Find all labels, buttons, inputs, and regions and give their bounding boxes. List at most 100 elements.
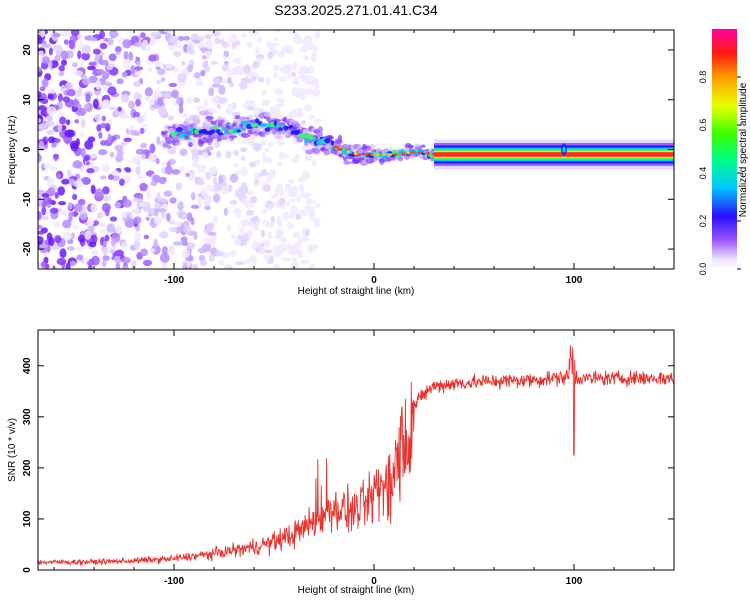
spectrogram-noise-blob [305,155,312,161]
spectrogram-noise-blob [286,201,291,207]
spectrogram-noise-blob [304,80,314,86]
spectrogram-noise-blob [149,247,156,254]
spectrogram-noise-blob [99,42,108,50]
spectrogram-signal-halo [420,144,426,148]
spectrogram-noise-blob [249,217,258,222]
spectrogram-signal-core [175,130,179,136]
spectrogram-noise-blob [195,180,206,186]
spectrogram-noise-blob [140,42,147,51]
spectrogram-signal-halo [207,139,213,146]
spectrogram-noise-blob [101,260,107,268]
spectrogram-noise-blob [132,111,141,118]
spectrogram-noise-blob [123,51,129,60]
spectrogram-noise-blob [257,76,265,83]
spectrogram-noise-blob [163,30,174,33]
spectrogram-noise-blob [314,203,321,209]
spectrogram-noise-blob [99,30,105,40]
spectrogram-noise-blob [290,204,298,215]
spectrogram-marks [38,30,674,269]
spectrogram-noise-blob [183,35,191,41]
colorbar-tick-label: 0.0 [698,263,708,276]
spectrogram-noise-blob [83,103,90,110]
spectrogram-noise-blob [277,97,283,104]
spectrogram-noise-blob [64,82,71,90]
spectrogram-noise-blob [275,140,285,146]
spectrogram-noise-blob [139,127,145,135]
spectrogram-noise-blob [231,42,236,50]
spectrogram-noise-blob [235,261,245,266]
spectrogram-noise-blob [99,59,109,66]
spectrogram-signal-halo [317,126,324,133]
spectrogram-noise-blob [159,252,170,263]
spectrogram-noise-blob [114,249,124,257]
spectrogram-noise-blob [128,100,136,110]
spectrogram-noise-blob [181,241,189,247]
spectrogram-signal-core [381,154,388,159]
spectrogram-noise-blob [131,155,141,164]
spectrogram-noise-blob [278,50,285,59]
spectrogram-noise-blob [200,69,206,77]
spectrogram-noise-blob [46,177,55,187]
colorbar-tick-label: 0.4 [698,167,708,180]
spectrogram-noise-blob [54,138,61,144]
spectrogram-noise-blob [255,247,260,252]
spectrogram-noise-blob [186,44,194,55]
spectrogram-noise-blob [96,211,104,219]
spectrogram-signal-halo [364,148,372,151]
spectrogram-signal-halo [369,144,376,149]
spectrogram-noise-blob [80,118,86,129]
y-tick-label: 20 [22,44,33,56]
spectrogram-noise-blob [300,236,309,243]
spectrogram-noise-blob [102,186,110,195]
spectrogram-noise-blob [122,199,132,208]
spectrogram-noise-blob [107,133,112,143]
spectrogram-noise-blob [133,216,142,224]
spectrogram-noise-blob [138,202,146,208]
spectrogram-noise-blob [146,189,152,200]
spectrogram-noise-blob [208,108,216,113]
spectrogram-noise-blob [121,241,128,250]
spectrogram-signal-core [312,138,317,141]
spectrogram-signal-core [188,137,192,140]
spectrogram-noise-blob [173,50,182,58]
spectrogram-noise-blob [191,149,199,156]
spectrogram-signal-halo [379,158,387,163]
spectrogram-signal-halo [313,147,321,155]
spectrogram-noise-blob [167,247,176,256]
spectrogram-noise-blob [233,238,242,246]
spectrogram-noise-blob [140,248,149,257]
spectrogram-noise-blob [193,72,201,79]
spectrogram-noise-blob [103,99,111,108]
spectrogram-noise-blob [146,46,151,52]
spectrogram-signal-core [240,120,248,125]
spectrogram-noise-blob [216,150,222,159]
spectrogram-noise-blob [160,77,166,82]
colorbar-tick-label: 0.2 [698,215,708,228]
spectrogram-noise-blob [80,147,86,158]
spectrogram-noise-blob [190,204,200,209]
spectrogram-noise-blob [276,229,284,238]
spectrogram-noise-blob [212,215,219,224]
spectrogram-noise-blob [130,260,137,269]
spectrogram-signal-peak [417,151,422,154]
spectrogram-noise-blob [299,65,306,72]
spectrogram-signal-peak [394,153,398,156]
spectrogram-noise-blob [190,192,196,201]
spectrogram-noise-blob [155,158,160,165]
spectrogram-noise-blob [293,35,303,45]
spectrogram-noise-blob [159,176,167,185]
spectrogram-noise-blob [159,231,169,239]
spectrogram-noise-blob [263,254,271,261]
spectrogram-noise-blob [171,169,181,175]
spectrogram-noise-blob [92,48,101,55]
spectrogram-noise-blob [172,241,183,246]
spectrogram-noise-blob [196,164,207,173]
spectrogram-noise-blob [287,213,296,219]
spectrogram-noise-blob [217,260,225,266]
spectrogram-noise-blob [77,87,83,97]
spectrogram-noise-blob [40,93,47,101]
spectrogram-noise-blob [81,44,92,54]
spectrogram-noise-blob [270,194,278,199]
spectrogram-noise-blob [136,60,141,67]
spectrogram-noise-blob [48,88,57,94]
